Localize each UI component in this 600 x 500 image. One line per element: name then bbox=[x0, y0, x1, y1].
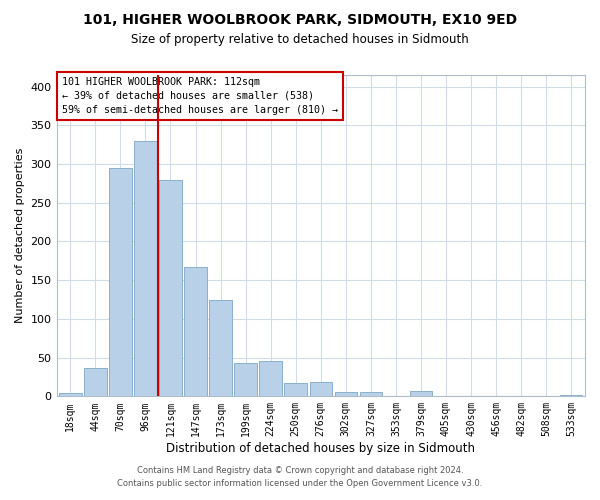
Bar bbox=[359, 392, 382, 396]
Bar bbox=[84, 368, 107, 396]
Bar bbox=[209, 300, 232, 396]
X-axis label: Distribution of detached houses by size in Sidmouth: Distribution of detached houses by size … bbox=[166, 442, 475, 455]
Y-axis label: Number of detached properties: Number of detached properties bbox=[15, 148, 25, 324]
Bar bbox=[284, 383, 307, 396]
Bar bbox=[335, 392, 357, 396]
Bar bbox=[560, 395, 583, 396]
Bar bbox=[184, 267, 207, 396]
Text: Size of property relative to detached houses in Sidmouth: Size of property relative to detached ho… bbox=[131, 32, 469, 46]
Text: 101, HIGHER WOOLBROOK PARK, SIDMOUTH, EX10 9ED: 101, HIGHER WOOLBROOK PARK, SIDMOUTH, EX… bbox=[83, 12, 517, 26]
Bar bbox=[235, 363, 257, 396]
Bar bbox=[59, 393, 82, 396]
Bar bbox=[410, 391, 432, 396]
Bar bbox=[159, 180, 182, 396]
Text: 101 HIGHER WOOLBROOK PARK: 112sqm
← 39% of detached houses are smaller (538)
59%: 101 HIGHER WOOLBROOK PARK: 112sqm ← 39% … bbox=[62, 76, 338, 114]
Bar bbox=[134, 141, 157, 397]
Text: Contains HM Land Registry data © Crown copyright and database right 2024.
Contai: Contains HM Land Registry data © Crown c… bbox=[118, 466, 482, 487]
Bar bbox=[310, 382, 332, 396]
Bar bbox=[109, 168, 131, 396]
Bar bbox=[259, 362, 282, 396]
